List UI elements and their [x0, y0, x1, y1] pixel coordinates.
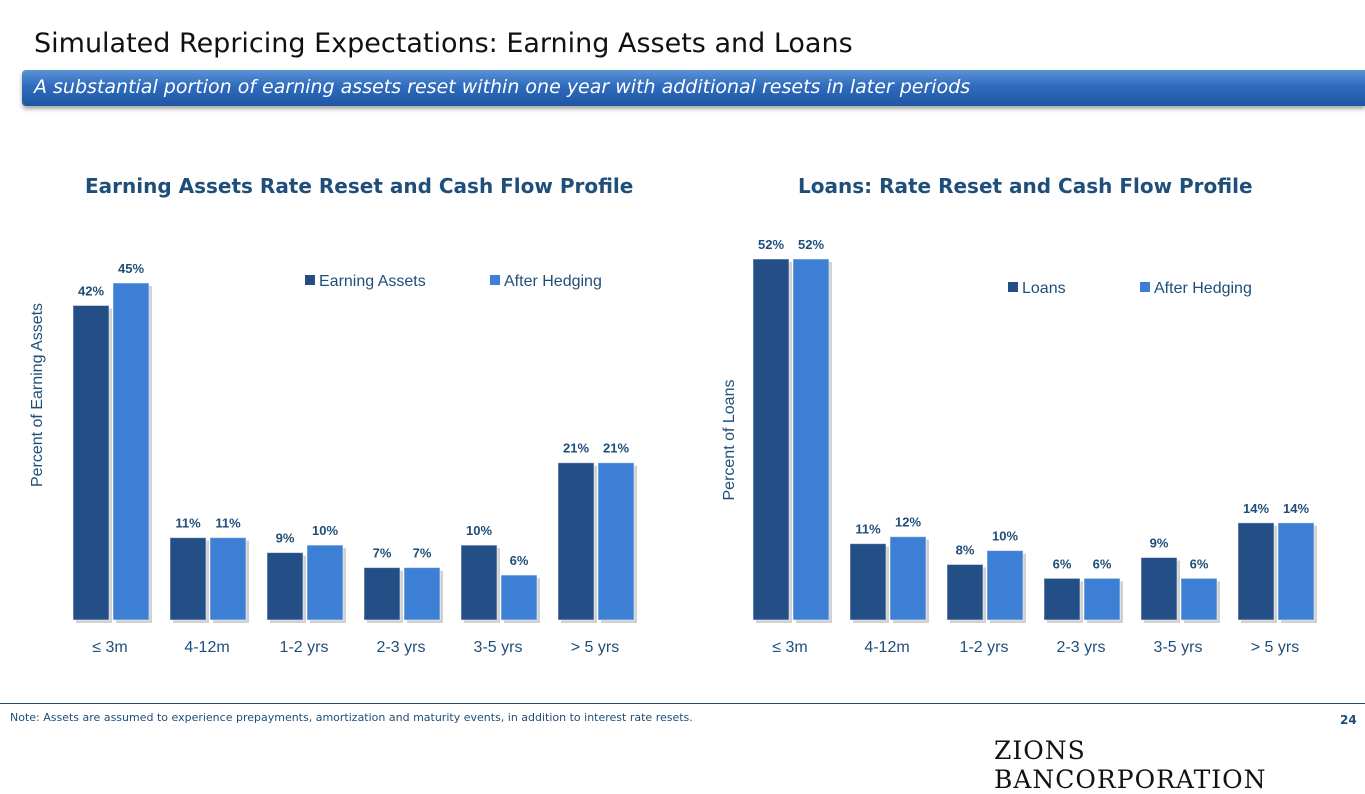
data-label: 42% — [78, 283, 104, 298]
bar-earning-assets — [557, 462, 595, 621]
data-label: 6% — [1190, 556, 1209, 571]
data-label: 9% — [1150, 536, 1169, 551]
bar-after-hedging — [792, 258, 830, 621]
data-label: 7% — [413, 546, 432, 561]
data-label: 8% — [956, 542, 975, 557]
x-tick-label: 3-5 yrs — [474, 639, 523, 656]
charts: 42% 45% ≤ 3m 11% 11% 4-12m 9% 10% 1-2 yrs 7% 7% 2-3… — [29, 237, 1317, 656]
x-tick-label: 2-3 yrs — [377, 639, 426, 656]
x-tick-label: 1-2 yrs — [280, 639, 329, 656]
x-tick-label: ≤ 3m — [772, 639, 807, 656]
legend-swatch — [1008, 282, 1018, 292]
bar-after-hedging — [986, 550, 1024, 621]
data-label: 9% — [276, 531, 295, 546]
bar-loans — [1140, 557, 1178, 621]
footer-divider — [0, 703, 1365, 704]
x-tick-label: 1-2 yrs — [960, 639, 1009, 656]
x-tick-label: 2-3 yrs — [1057, 639, 1106, 656]
x-tick-label: 4-12m — [184, 639, 229, 656]
x-tick-label: > 5 yrs — [1251, 639, 1299, 656]
footnote: Note: Assets are assumed to experience p… — [10, 711, 693, 724]
y-axis-label: Percent of Earning Assets — [29, 303, 46, 487]
bar-earning-assets — [363, 567, 401, 621]
data-label: 10% — [992, 529, 1018, 544]
x-tick-label: 3-5 yrs — [1154, 639, 1203, 656]
bar-after-hedging — [1180, 577, 1218, 621]
data-label: 21% — [563, 441, 589, 456]
data-label: 12% — [895, 515, 921, 530]
bar-after-hedging — [209, 537, 247, 621]
bar-loans — [1043, 577, 1081, 621]
legend-label: Earning Assets — [319, 273, 426, 290]
legend-label: After Hedging — [504, 273, 602, 290]
x-tick-label: 4-12m — [864, 639, 909, 656]
bar-loans — [752, 258, 790, 621]
page-title: Simulated Repricing Expectations: Earnin… — [34, 28, 853, 59]
data-label: 45% — [118, 261, 144, 276]
company-logo: ZIONS BANCORPORATION — [994, 736, 1267, 794]
legend-swatch — [305, 275, 315, 285]
data-label: 11% — [215, 516, 241, 531]
subtitle-banner: A substantial portion of earning assets … — [22, 70, 1365, 106]
legend-label: After Hedging — [1154, 280, 1252, 297]
legend-label: Loans — [1022, 280, 1066, 297]
bar-after-hedging — [1083, 577, 1121, 621]
chart-title-earning-assets: Earning Assets Rate Reset and Cash Flow … — [85, 174, 634, 198]
data-label: 52% — [798, 237, 824, 252]
legend-swatch — [490, 275, 500, 285]
data-label: 7% — [373, 546, 392, 561]
bar-after-hedging — [597, 462, 635, 621]
bar-after-hedging — [403, 567, 441, 621]
bar-loans — [849, 543, 887, 621]
x-tick-label: > 5 yrs — [571, 639, 619, 656]
bar-earning-assets — [460, 544, 498, 621]
bar-loans — [1237, 522, 1275, 621]
bar-after-hedging — [112, 282, 150, 621]
data-label: 10% — [312, 523, 338, 538]
subtitle: A substantial portion of earning assets … — [34, 76, 971, 98]
bar-after-hedging — [306, 544, 344, 621]
bar-earning-assets — [169, 537, 207, 621]
chart-title-loans: Loans: Rate Reset and Cash Flow Profile — [798, 174, 1253, 198]
bar-after-hedging — [1277, 522, 1315, 621]
bar-loans — [946, 563, 984, 621]
data-label: 6% — [1093, 556, 1112, 571]
x-tick-label: ≤ 3m — [92, 639, 127, 656]
bar-after-hedging — [500, 574, 538, 621]
page-number: 24 — [1340, 713, 1357, 727]
data-label: 14% — [1243, 501, 1269, 516]
y-axis-label: Percent of Loans — [721, 380, 738, 501]
data-label: 11% — [175, 516, 201, 531]
data-label: 10% — [466, 523, 492, 538]
data-label: 21% — [603, 441, 629, 456]
bar-after-hedging — [889, 536, 927, 621]
legend-swatch — [1140, 282, 1150, 292]
data-label: 11% — [855, 522, 881, 537]
bar-earning-assets — [72, 304, 110, 621]
data-label: 6% — [510, 553, 529, 568]
data-label: 6% — [1053, 556, 1072, 571]
data-label: 14% — [1283, 501, 1309, 516]
data-label: 52% — [758, 237, 784, 252]
bar-earning-assets — [266, 552, 304, 621]
